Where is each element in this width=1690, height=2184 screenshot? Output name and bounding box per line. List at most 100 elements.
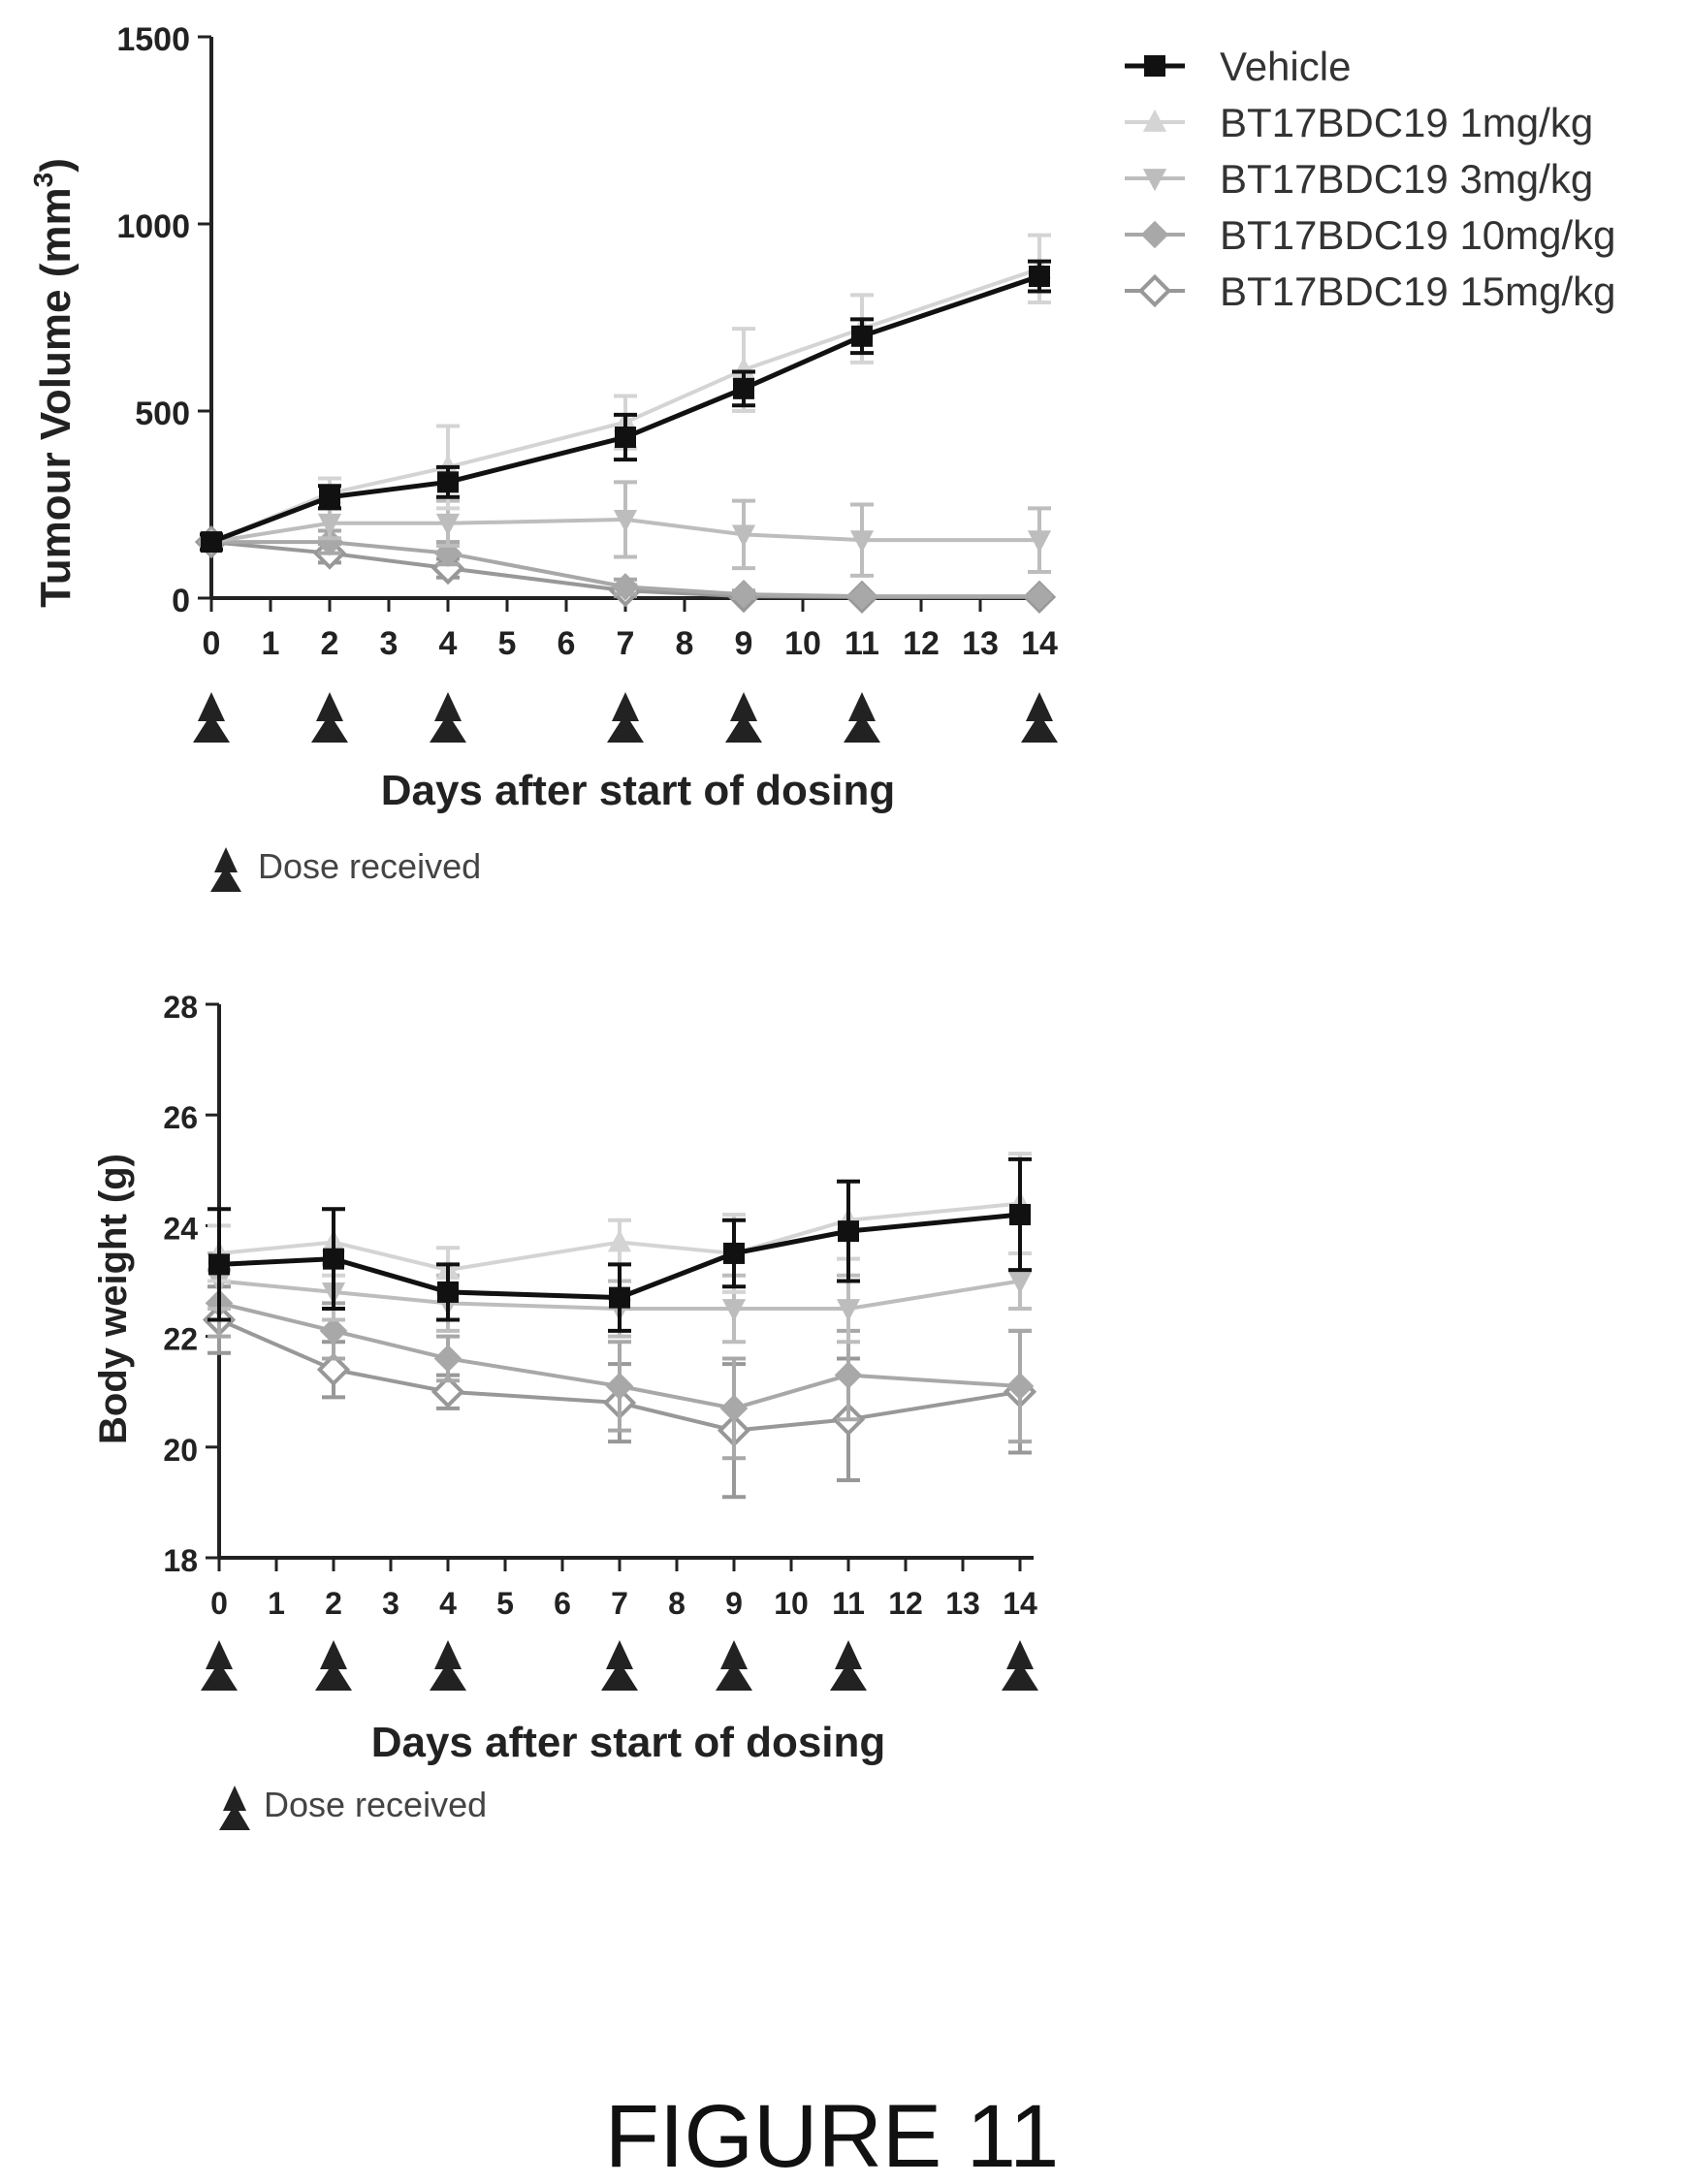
x-tick-label: 0 [203,625,221,662]
data-point [847,582,877,611]
data-point [609,1286,630,1309]
dose-arrow-icon [830,1640,867,1691]
x-tick-label: 14 [1021,625,1058,662]
x-tick-label: 1 [262,625,280,662]
data-point [1025,582,1054,611]
dose-arrow-icon [601,1640,638,1691]
y-tick-label: 22 [163,1322,198,1357]
data-point [317,513,342,536]
x-tick-label: 13 [945,1586,980,1621]
data-point [611,573,640,601]
x-tick-label: 14 [1003,1586,1037,1621]
y-tick-label: 1500 [116,21,190,58]
x-tick-label: 2 [325,1586,342,1621]
dose-note-text: Dose received [264,1785,487,1824]
x-tick-label: 2 [321,625,339,662]
x-tick-label: 5 [496,1586,514,1621]
x-tick-label: 13 [962,625,999,662]
data-point [607,1229,632,1252]
tumour-dose-note: Dose received [210,846,481,892]
x-tick-label: 4 [439,625,458,662]
dose-arrow-icon [844,692,880,743]
data-point [201,531,222,554]
dose-arrow-icon [311,692,348,743]
data-point [834,1361,863,1389]
data-point [836,1299,861,1322]
legend-item: BT17BDC19 3mg/kg [1125,156,1593,202]
data-point [723,1242,745,1264]
dose-arrow-icon [201,1640,238,1691]
data-point [721,1299,747,1322]
legend-item: Vehicle [1125,44,1351,89]
data-point [605,1372,634,1401]
tumour-dose-markers [193,692,1058,743]
dose-note-text: Dose received [258,846,481,886]
data-point [719,1394,749,1423]
legend-item: BT17BDC19 1mg/kg [1125,100,1593,145]
dose-arrow-icon [430,1640,466,1691]
dose-arrow-icon [1002,1640,1038,1691]
legend-marker [1142,169,1167,192]
legend: Vehicle BT17BDC19 1mg/kg BT17BDC19 3mg/kg B… [1125,44,1616,314]
legend-label: BT17BDC19 1mg/kg [1220,100,1593,145]
data-point [316,1352,351,1386]
y-tick-label: 24 [163,1211,198,1246]
legend-label: BT17BDC19 10mg/kg [1220,212,1616,258]
legend-marker [1142,109,1167,132]
body-weight-x-axis-label: Days after start of dosing [371,1719,886,1766]
x-tick-label: 6 [554,1586,571,1621]
legend-marker [1137,273,1172,308]
legend-label: BT17BDC19 3mg/kg [1220,156,1593,202]
series-0 [207,1156,1032,1333]
body-weight-chart-series [202,1152,1037,1500]
y-tick-label: 500 [135,396,190,432]
x-tick-label: 6 [558,625,576,662]
y-tick-label: 26 [163,1100,198,1135]
data-point [731,357,756,380]
tumour-y-axis-label: Tumour Volume (mm3) [28,158,80,608]
data-point [208,1253,230,1276]
dose-arrow-icon [430,692,466,743]
data-point [733,377,754,399]
data-point [613,510,638,533]
y-tick-label: 1000 [116,208,190,245]
x-tick-label: 11 [845,625,879,662]
legend-item: BT17BDC19 10mg/kg [1125,212,1616,258]
data-point [319,486,340,508]
data-point [615,427,636,449]
x-tick-label: 3 [380,625,399,662]
data-point [729,580,758,609]
data-point [437,471,459,493]
figure-caption: FIGURE 11 [605,2087,1060,2184]
x-tick-label: 7 [611,1586,628,1621]
data-point [1007,1271,1033,1294]
x-tick-label: 12 [888,1586,923,1621]
data-point [315,527,344,556]
body-weight-dose-markers [201,1640,1038,1691]
x-tick-label: 10 [774,1586,809,1621]
data-point [319,1316,348,1345]
data-point [731,524,756,548]
dose-arrow-icon [210,847,241,892]
dose-arrow-icon [193,692,230,743]
x-tick-label: 8 [676,625,694,662]
legend-label: Vehicle [1220,44,1351,89]
dose-arrow-icon [315,1640,352,1691]
tumour-x-axis-label: Days after start of dosing [381,767,896,814]
data-point [323,1248,344,1270]
data-point [838,1220,859,1243]
y-tick-label: 18 [163,1543,198,1578]
x-tick-label: 11 [832,1586,865,1621]
x-tick-label: 4 [439,1586,457,1621]
dose-arrow-icon [716,1640,752,1691]
y-tick-label: 20 [163,1433,198,1468]
series-0 [200,259,1051,554]
x-tick-label: 3 [382,1586,399,1621]
body-weight-dose-note: Dose received [219,1785,487,1830]
data-point [433,1345,462,1373]
x-tick-label: 1 [268,1586,285,1621]
legend-marker [1144,55,1165,77]
